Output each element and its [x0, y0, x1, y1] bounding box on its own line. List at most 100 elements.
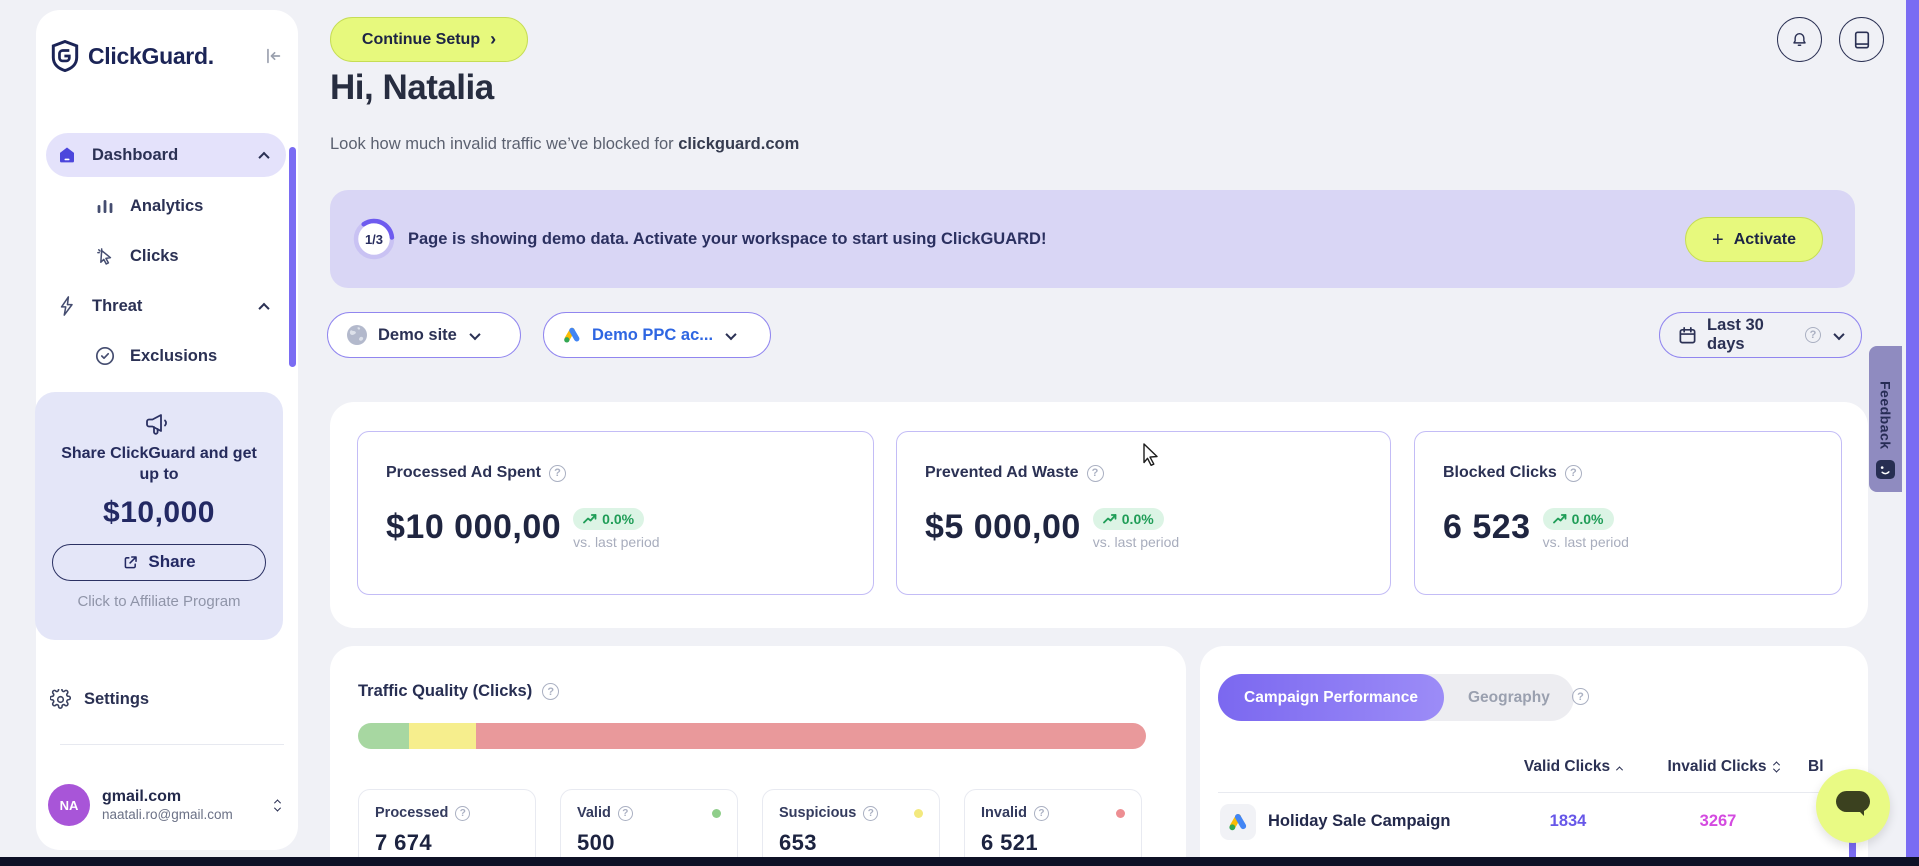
- campaign-tabs: Campaign Performance Geography: [1218, 674, 1574, 721]
- logo-text: ClickGuard.: [88, 42, 214, 69]
- site-filter-value: Demo site: [378, 325, 457, 344]
- affiliate-promo-card[interactable]: Share ClickGuard and get up to $10,000 S…: [35, 392, 283, 640]
- user-email: naatali.ro@gmail.com: [102, 806, 233, 822]
- chat-bubble-icon: [1835, 790, 1871, 822]
- stat-change-block: 0.0% vs. last period: [1542, 508, 1629, 550]
- change-value: 0.0%: [1121, 511, 1154, 527]
- external-link-icon: [122, 554, 139, 571]
- collapse-sidebar-icon[interactable]: [262, 45, 284, 67]
- change-badge: 0.0%: [1092, 508, 1164, 530]
- sidebar-item-exclusions[interactable]: Exclusions: [46, 334, 286, 378]
- chevron-down-icon: [469, 326, 481, 345]
- avatar: NA: [48, 784, 90, 826]
- sidebar-item-label: Exclusions: [130, 346, 218, 365]
- sidebar-item-label: Analytics: [130, 196, 204, 215]
- campaign-performance-card: Campaign Performance Geography ? Valid C…: [1200, 646, 1868, 866]
- question-icon[interactable]: ?: [549, 464, 567, 482]
- user-meta: gmail.com naatali.ro@gmail.com: [102, 787, 233, 824]
- home-icon: [56, 145, 78, 165]
- notifications-button[interactable]: [1777, 17, 1822, 62]
- sidebar-divider: [60, 744, 284, 745]
- protected-domain: clickguard.com: [678, 135, 800, 153]
- change-badge: 0.0%: [1542, 508, 1614, 530]
- campaign-valid-clicks[interactable]: 1834: [1549, 812, 1587, 830]
- promo-amount: $10,000: [103, 495, 215, 529]
- traffic-quality-stacked-bar: [358, 723, 1146, 749]
- invalid-dot: [1116, 808, 1125, 818]
- chevron-right-icon: ›: [490, 29, 497, 49]
- sidebar-scrollbar[interactable]: [289, 147, 296, 367]
- valid-dot: [712, 808, 721, 818]
- change-value: 0.0%: [1571, 511, 1604, 527]
- setup-progress-ring: 1/3: [352, 217, 396, 261]
- continue-setup-button[interactable]: Continue Setup ›: [330, 17, 528, 62]
- page-title: Hi, Natalia: [330, 68, 494, 107]
- campaign-name: Holiday Sale Campaign: [1268, 812, 1451, 830]
- sidebar-item-dashboard[interactable]: Dashboard: [46, 133, 286, 177]
- sidebar-item-label: Dashboard: [92, 145, 179, 164]
- promo-headline: Share ClickGuard and get up to: [61, 445, 257, 483]
- bar-chart-icon: [94, 197, 116, 215]
- tab-campaign-performance[interactable]: Campaign Performance: [1218, 674, 1444, 721]
- site-filter[interactable]: Demo site: [327, 312, 521, 358]
- google-ads-icon: [1220, 804, 1256, 840]
- chevron-up-icon: [258, 146, 270, 165]
- chat-widget-button[interactable]: [1816, 769, 1890, 843]
- ppc-account-value: Demo PPC ac...: [592, 325, 714, 344]
- sidebar-item-threat[interactable]: Threat: [46, 284, 286, 328]
- chevron-down-icon: [725, 326, 737, 345]
- traffic-quality-card: Traffic Quality (Clicks) ? Processed? 7 …: [330, 646, 1186, 866]
- trending-up-icon: [583, 514, 597, 524]
- date-range-filter[interactable]: Last 30 days ?: [1659, 312, 1862, 358]
- column-label: Bl: [1808, 758, 1824, 775]
- trending-up-icon: [1552, 514, 1566, 524]
- activate-button[interactable]: + Activate: [1685, 217, 1823, 262]
- bell-icon: [1790, 30, 1809, 50]
- column-header-invalid-clicks[interactable]: Invalid Clicks: [1623, 758, 1823, 776]
- column-header-blocked-truncated[interactable]: Bl: [1808, 758, 1848, 776]
- sidebar-item-analytics[interactable]: Analytics: [46, 184, 286, 228]
- stat-label: Processed Ad Spent: [386, 464, 542, 481]
- stat-label: Prevented Ad Waste: [925, 464, 1079, 481]
- metric-value: 6 521: [981, 830, 1039, 855]
- share-button[interactable]: Share: [52, 543, 266, 581]
- affiliate-link[interactable]: Click to Affiliate Program: [77, 592, 241, 610]
- workspace-switcher[interactable]: NA gmail.com naatali.ro@gmail.com: [48, 780, 286, 830]
- feedback-tab[interactable]: Feedback: [1869, 346, 1902, 492]
- stat-value: 6 523: [1443, 508, 1531, 546]
- question-icon[interactable]: ?: [1572, 688, 1589, 705]
- page-scrollbar[interactable]: [1906, 0, 1919, 866]
- column-label: Valid Clicks: [1523, 758, 1611, 775]
- workspace-select-icon: [273, 798, 282, 812]
- stat-change-block: 0.0% vs. last period: [1092, 508, 1179, 550]
- stat-label: Blocked Clicks: [1443, 464, 1557, 481]
- traffic-quality-title: Traffic Quality (Clicks): [358, 682, 533, 700]
- question-icon[interactable]: ?: [617, 805, 633, 821]
- calendar-icon: [1678, 326, 1697, 345]
- column-label: Invalid Clicks: [1667, 758, 1767, 775]
- question-icon[interactable]: ?: [455, 805, 471, 821]
- stat-card-prevented-ad-waste: Prevented Ad Waste? $5 000,00 0.0% vs. l…: [896, 431, 1391, 595]
- question-icon[interactable]: ?: [863, 805, 879, 821]
- stat-change-block: 0.0% vs. last period: [573, 508, 660, 550]
- stat-card-blocked-clicks: Blocked Clicks? 6 523 0.0% vs. last peri…: [1414, 431, 1842, 595]
- stats-panel: Processed Ad Spent? $10 000,00 0.0% vs. …: [330, 402, 1868, 628]
- sidebar-item-clicks[interactable]: Clicks: [46, 234, 286, 278]
- sidebar: ClickGuard. Dashboard Analytics Clicks: [35, 10, 298, 850]
- question-icon[interactable]: ?: [542, 683, 560, 700]
- invalid-segment: [476, 723, 1146, 749]
- question-icon[interactable]: ?: [1033, 805, 1049, 821]
- metric-label: Suspicious: [779, 805, 857, 821]
- tab-geography[interactable]: Geography: [1468, 688, 1550, 706]
- question-icon[interactable]: ?: [1564, 464, 1582, 482]
- stat-value: $10 000,00: [386, 508, 562, 546]
- megaphone-icon: [144, 410, 174, 443]
- question-icon[interactable]: ?: [1086, 464, 1104, 482]
- question-icon: ?: [1805, 327, 1821, 343]
- column-header-valid-clicks[interactable]: Valid Clicks: [1473, 758, 1673, 776]
- ppc-account-filter[interactable]: Demo PPC ac...: [543, 312, 771, 358]
- sidebar-item-settings[interactable]: Settings: [46, 677, 286, 721]
- campaign-invalid-clicks[interactable]: 3267: [1699, 812, 1737, 830]
- docs-button[interactable]: [1839, 17, 1884, 62]
- metric-value: 500: [577, 830, 615, 855]
